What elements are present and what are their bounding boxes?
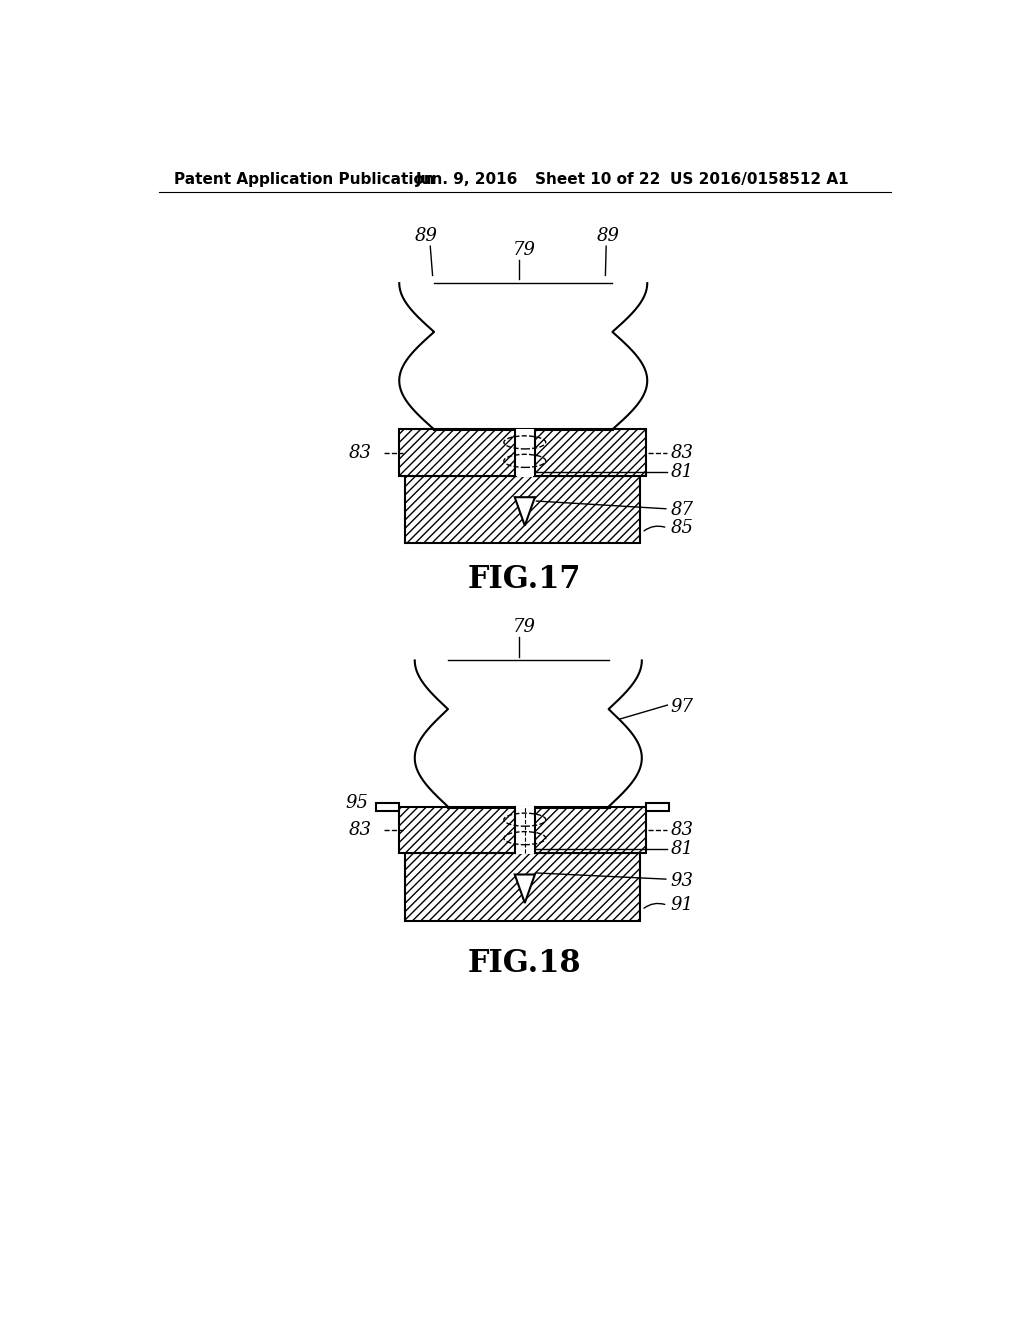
Text: 83: 83 [349,821,372,838]
Text: 95: 95 [345,793,369,812]
Text: 89: 89 [597,227,620,244]
Bar [515,429,535,477]
Bar [646,803,669,810]
Bar [399,429,646,475]
Text: 85: 85 [671,519,693,537]
Text: 79: 79 [513,618,537,636]
Bar [517,851,532,854]
Text: 83: 83 [671,821,693,838]
Text: 91: 91 [671,896,693,915]
Bar [399,429,646,475]
Text: Jun. 9, 2016: Jun. 9, 2016 [417,173,519,187]
Bar [517,474,532,478]
Bar [399,807,646,853]
Text: Sheet 10 of 22: Sheet 10 of 22 [535,173,660,187]
Polygon shape [515,875,535,903]
Text: 79: 79 [513,240,537,259]
Text: 81: 81 [671,840,693,858]
Text: Patent Application Publication: Patent Application Publication [174,173,435,187]
Text: FIG.18: FIG.18 [468,948,582,978]
Text: 93: 93 [671,871,693,890]
Bar [515,807,535,854]
Text: FIG.17: FIG.17 [468,564,582,595]
Bar [406,853,640,921]
Text: 89: 89 [415,227,438,244]
Polygon shape [515,498,535,525]
Bar [406,475,640,544]
Text: 83: 83 [349,444,372,462]
Text: 97: 97 [671,698,693,715]
Bar [406,853,640,921]
Polygon shape [415,660,642,807]
Bar [406,475,640,544]
Text: 81: 81 [671,463,693,480]
Text: US 2016/0158512 A1: US 2016/0158512 A1 [671,173,849,187]
Bar [376,803,399,810]
Polygon shape [399,284,647,429]
Text: 83: 83 [671,444,693,462]
Bar [399,807,646,853]
Text: 87: 87 [671,502,693,519]
